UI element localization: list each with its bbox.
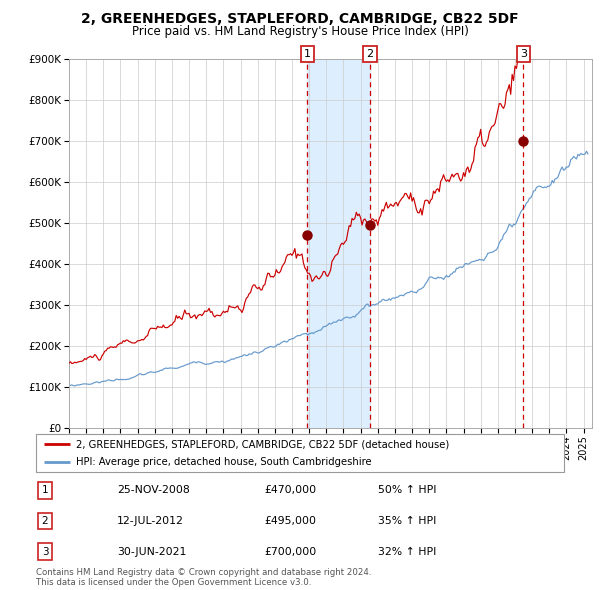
Text: 32% ↑ HPI: 32% ↑ HPI	[378, 547, 436, 556]
Text: Price paid vs. HM Land Registry's House Price Index (HPI): Price paid vs. HM Land Registry's House …	[131, 25, 469, 38]
Text: 3: 3	[41, 547, 49, 556]
Text: 2, GREENHEDGES, STAPLEFORD, CAMBRIDGE, CB22 5DF (detached house): 2, GREENHEDGES, STAPLEFORD, CAMBRIDGE, C…	[76, 439, 449, 449]
Text: 25-NOV-2008: 25-NOV-2008	[117, 486, 190, 495]
FancyBboxPatch shape	[36, 434, 564, 472]
Text: 3: 3	[520, 49, 527, 59]
Text: 35% ↑ HPI: 35% ↑ HPI	[378, 516, 436, 526]
Text: HPI: Average price, detached house, South Cambridgeshire: HPI: Average price, detached house, Sout…	[76, 457, 371, 467]
Text: £470,000: £470,000	[264, 486, 316, 495]
Text: £495,000: £495,000	[264, 516, 316, 526]
Text: 1: 1	[304, 49, 311, 59]
Text: £700,000: £700,000	[264, 547, 316, 556]
Bar	[307, 59, 370, 428]
Text: Contains HM Land Registry data © Crown copyright and database right 2024.
This d: Contains HM Land Registry data © Crown c…	[36, 568, 371, 587]
Text: 1: 1	[41, 486, 49, 495]
Text: 2: 2	[366, 49, 373, 59]
Text: 12-JUL-2012: 12-JUL-2012	[117, 516, 184, 526]
Text: 2: 2	[41, 516, 49, 526]
Text: 50% ↑ HPI: 50% ↑ HPI	[378, 486, 437, 495]
Text: 2, GREENHEDGES, STAPLEFORD, CAMBRIDGE, CB22 5DF: 2, GREENHEDGES, STAPLEFORD, CAMBRIDGE, C…	[81, 12, 519, 26]
Text: 30-JUN-2021: 30-JUN-2021	[117, 547, 187, 556]
